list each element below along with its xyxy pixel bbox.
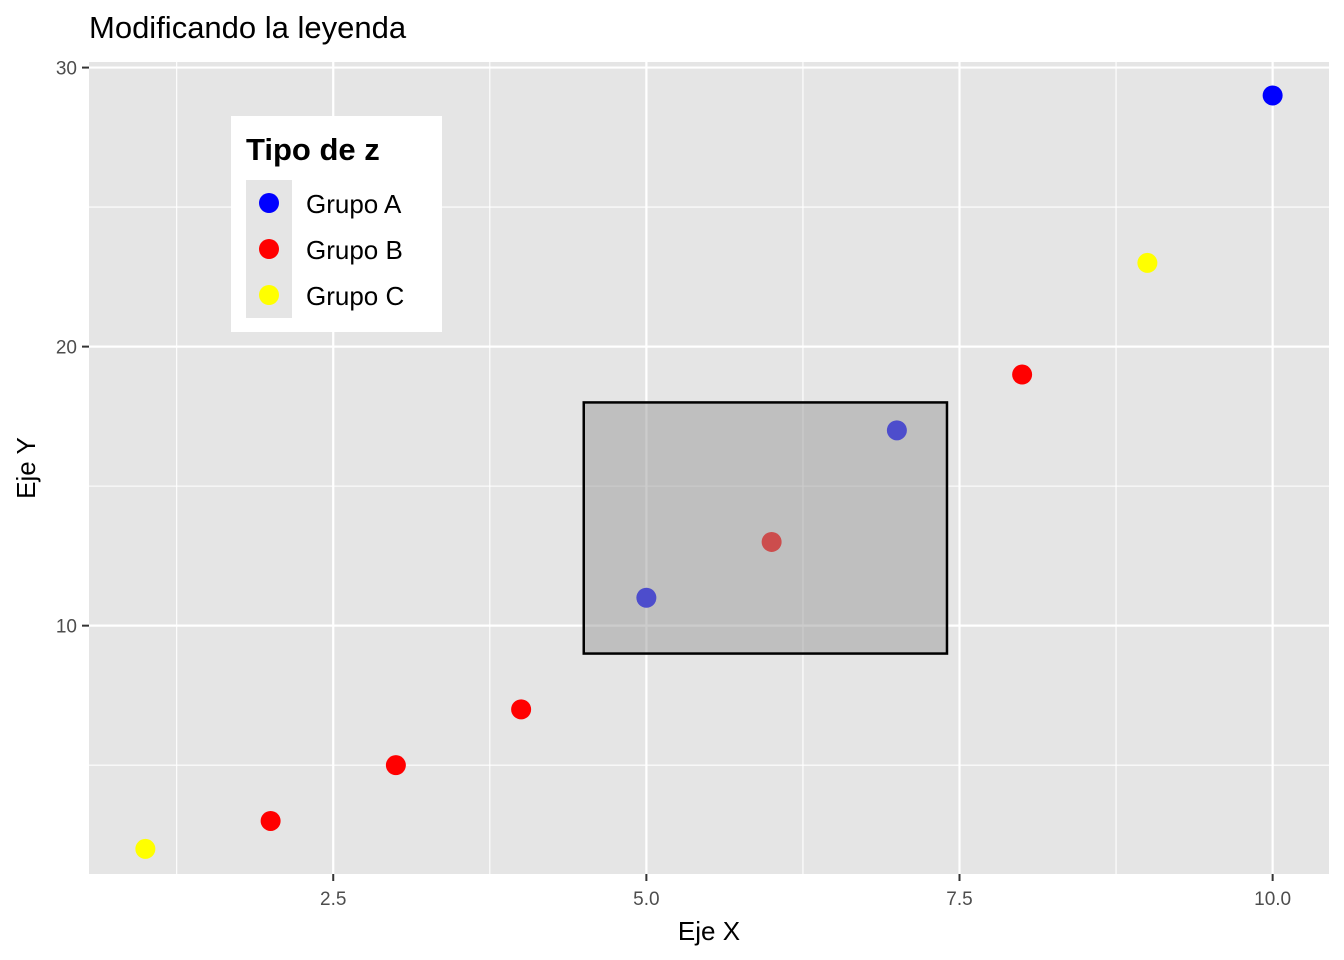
legend-label: Grupo B: [306, 235, 403, 265]
x-axis-title: Eje X: [678, 916, 740, 946]
data-point: [1262, 85, 1283, 106]
annotation-rectangle: [582, 401, 949, 655]
data-point: [1137, 252, 1158, 273]
y-tick-label: 20: [56, 338, 77, 359]
x-axis-ticks: 2.5 5.0 7.5 10.0: [320, 874, 1291, 910]
legend: Tipo de z Grupo A Grupo B Grupo C: [231, 116, 442, 332]
y-tick-label: 30: [56, 59, 77, 80]
x-tick-label: 2.5: [320, 889, 346, 910]
legend-key: [259, 239, 279, 259]
legend-label: Grupo C: [306, 281, 404, 311]
x-tick-label: 5.0: [633, 889, 659, 910]
x-tick-label: 10.0: [1254, 889, 1291, 910]
y-tick-label: 10: [56, 617, 77, 638]
legend-title: Tipo de z: [246, 132, 380, 167]
data-point: [385, 755, 406, 776]
y-axis-ticks: 10 20 30: [56, 59, 89, 638]
legend-key: [259, 285, 279, 305]
x-tick-label: 7.5: [946, 889, 972, 910]
legend-key: [259, 193, 279, 213]
data-point: [511, 699, 532, 720]
legend-label: Grupo A: [306, 189, 402, 219]
y-axis-title: Eje Y: [11, 437, 41, 499]
data-point: [260, 810, 281, 831]
chart-title: Modificando la leyenda: [89, 10, 407, 45]
legend-entries: Grupo A Grupo B Grupo C: [259, 189, 404, 311]
data-point: [1012, 364, 1033, 385]
data-point: [135, 838, 156, 859]
